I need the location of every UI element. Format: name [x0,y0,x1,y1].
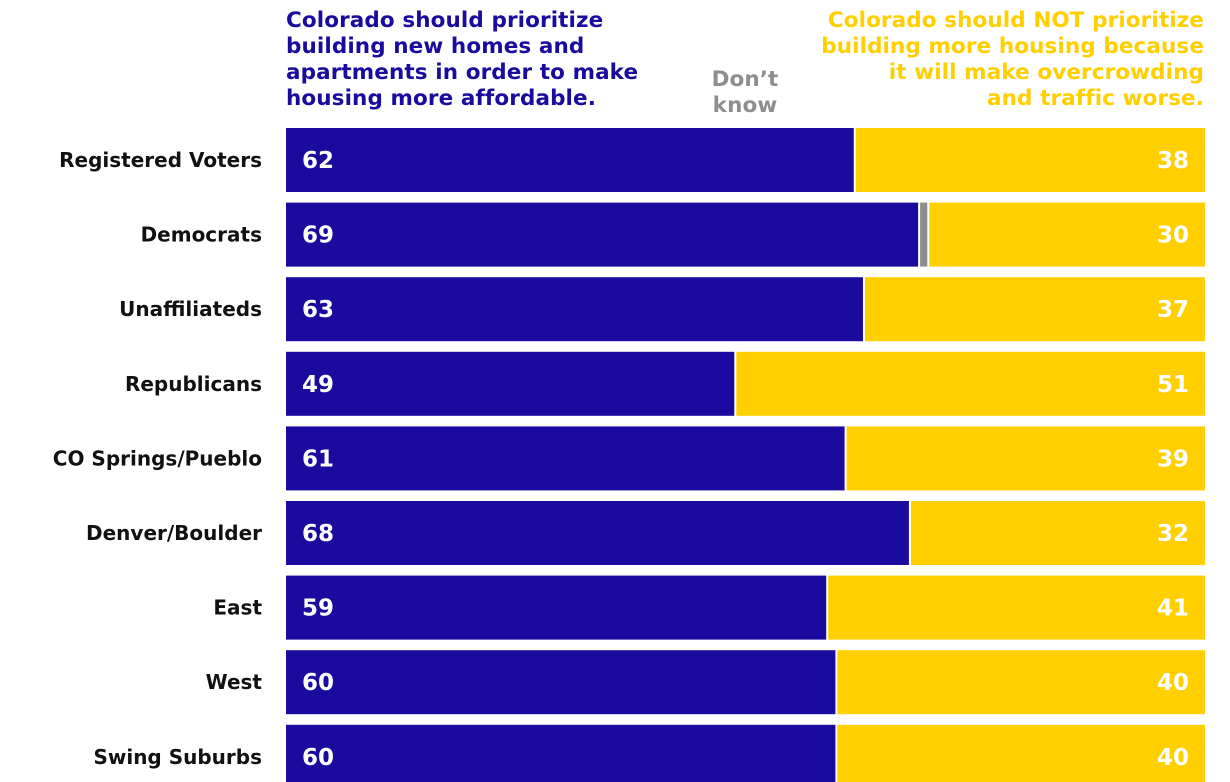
bar-oppose [855,128,1205,192]
value-label-support: 60 [302,745,334,771]
row-label: East [213,596,262,620]
value-label-support: 63 [302,297,334,323]
value-label-oppose: 39 [1157,446,1189,472]
legend-oppose-line: Colorado should NOT prioritize [827,8,1204,33]
bar-oppose [837,724,1205,782]
value-label-oppose: 40 [1157,745,1189,771]
bar-oppose [864,277,1205,342]
value-label-oppose: 38 [1157,148,1189,174]
value-label-oppose: 32 [1157,521,1189,547]
bar-support [286,724,836,782]
bar-support [286,426,845,491]
legend-dont-know: Don’t know [690,67,800,119]
value-label-support: 49 [302,372,334,398]
row-label: Unaffiliateds [119,297,262,321]
value-label-oppose: 37 [1157,297,1189,323]
bar-oppose [828,575,1205,640]
bar-oppose [910,501,1205,565]
value-label-support: 69 [302,223,334,249]
row-label: Republicans [125,372,262,396]
row-label: CO Springs/Pueblo [53,446,262,470]
row-label: Denver/Boulder [86,521,262,545]
bar-support [286,277,863,342]
row-label: Democrats [141,223,262,247]
row-label: Registered Voters [59,148,262,172]
value-label-support: 68 [302,521,334,547]
bar-support [286,650,836,715]
legend-support-line: building new homes and [286,34,585,59]
bar-support [286,351,735,416]
legend-dont-know-line: Don’t [711,67,779,92]
bar-support [286,501,909,565]
legend-oppose-line: it will make overcrowding [888,60,1204,85]
legend-dont-know-line: know [712,93,778,118]
bar-support [286,575,827,640]
legend-oppose-line: building more housing because [821,34,1204,59]
bar-oppose [837,650,1205,715]
legend-support-line: housing more affordable. [286,86,596,111]
value-label-support: 60 [302,670,334,696]
bar-oppose [736,351,1205,416]
legend-support-line: apartments in order to make [286,60,639,85]
bar-support [286,202,919,267]
bar-support [286,128,854,192]
value-label-oppose: 41 [1157,596,1189,622]
legend-oppose-line: and traffic worse. [987,86,1204,111]
legend-support: Colorado should prioritize building new … [286,8,696,112]
value-label-support: 59 [302,596,334,622]
bar-oppose [846,426,1205,491]
legend-support-line: Colorado should prioritize [286,8,604,33]
value-label-oppose: 30 [1157,223,1189,249]
row-label: Swing Suburbs [93,745,262,769]
value-label-support: 61 [302,446,334,472]
bar-dont_know [920,202,928,267]
bar-oppose [929,202,1205,267]
value-label-oppose: 40 [1157,670,1189,696]
value-label-support: 62 [302,148,334,174]
row-label: West [206,670,263,694]
value-label-oppose: 51 [1157,372,1189,398]
legend-oppose: Colorado should NOT prioritize building … [734,8,1204,112]
